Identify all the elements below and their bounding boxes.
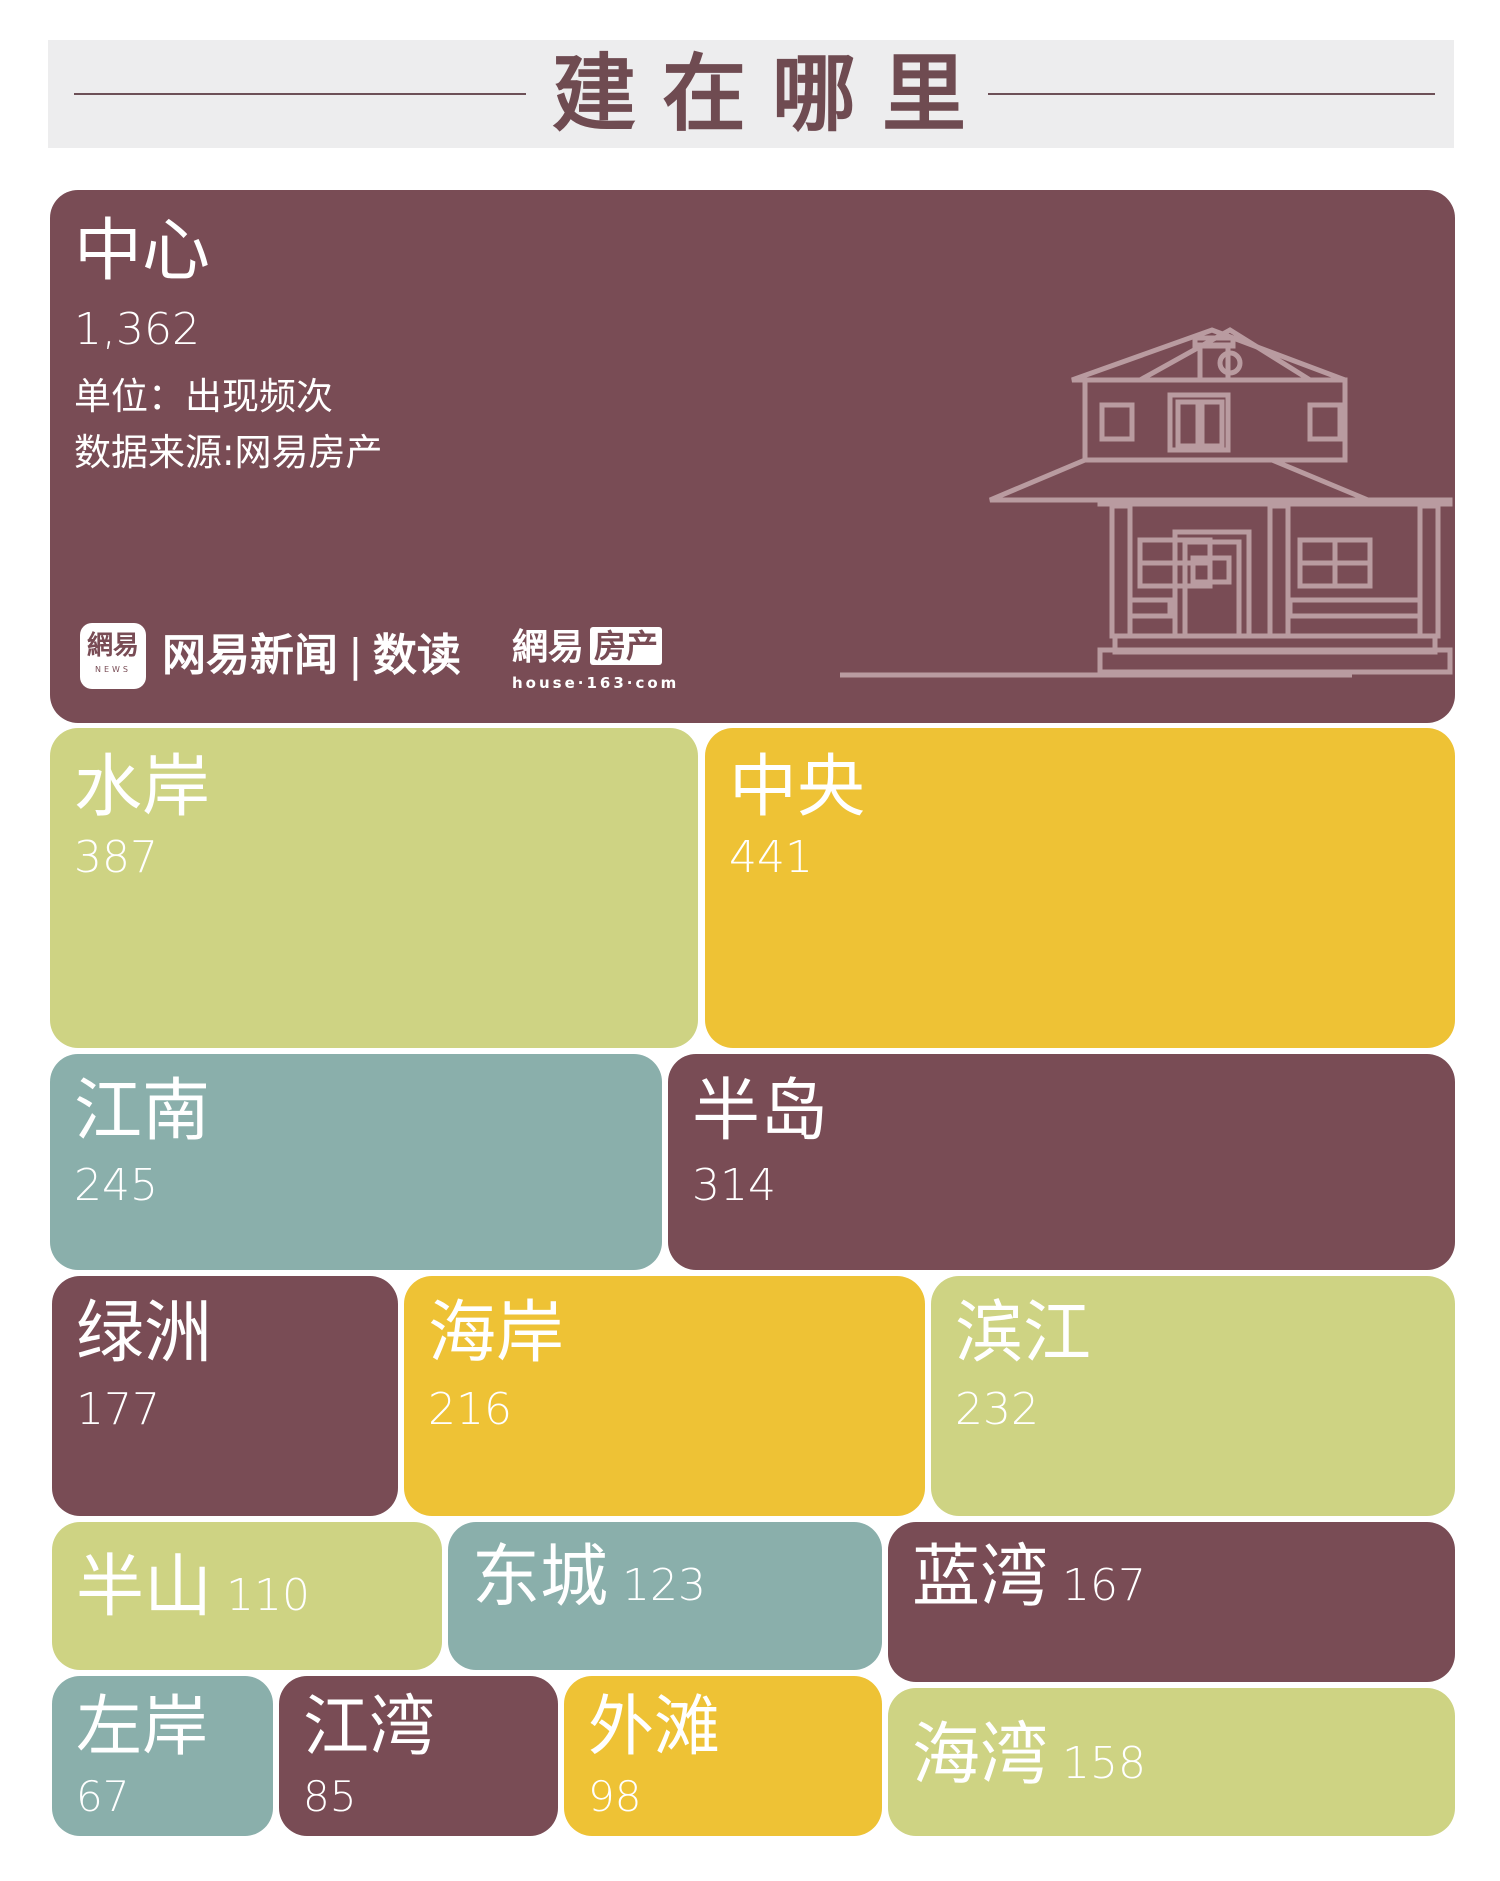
tile-name: 蓝湾 xyxy=(912,1538,1049,1617)
unit-note: 单位：出现频次 xyxy=(74,375,333,418)
netease-news-logo-icon: 網易 NEWS xyxy=(80,623,146,689)
tile-name: 中央 xyxy=(729,748,866,827)
treemap-tile: 海湾 158 xyxy=(888,1688,1455,1836)
tile-name: 中心 xyxy=(74,212,211,291)
page-title: 建在哪里 xyxy=(552,45,993,143)
netease-house-logo: 網易 房产 house·163·com xyxy=(512,618,692,692)
house-line-part xyxy=(989,457,1369,503)
treemap-tile: 蓝湾 167 xyxy=(888,1522,1455,1682)
tile-name: 水岸 xyxy=(74,748,211,827)
house-line-part xyxy=(1175,399,1201,449)
tile-name: 半山 xyxy=(76,1548,213,1627)
tile-label: 中心 xyxy=(74,218,210,286)
tile-name: 江南 xyxy=(74,1072,211,1151)
brand-section-name: 数读 xyxy=(372,630,461,681)
title-rule-right xyxy=(988,93,1435,95)
tile-name: 绿洲 xyxy=(76,1294,213,1373)
tile-value: 216 xyxy=(428,1384,512,1435)
treemap-tile: 外滩 98 xyxy=(564,1676,882,1836)
house-line-part xyxy=(1267,503,1291,639)
tile-label: 滨江 xyxy=(955,1300,1091,1368)
tile-label: 绿洲 xyxy=(76,1300,212,1368)
house-logo-text: 網易 xyxy=(512,627,585,668)
tile-name: 半岛 xyxy=(692,1072,829,1151)
tile-name: 滨江 xyxy=(955,1294,1092,1373)
tile-value: 85 xyxy=(303,1772,357,1821)
house-line-part xyxy=(1417,503,1441,639)
house-logo-tag: 房产 xyxy=(590,627,663,665)
house-line-part xyxy=(1109,503,1133,639)
house-line-part xyxy=(1307,402,1343,442)
tile-value: 67 xyxy=(76,1772,130,1821)
tile-label: 半岛 xyxy=(692,1078,828,1146)
house-line-part xyxy=(1097,497,1453,507)
treemap-tile: 水岸 387 xyxy=(50,728,698,1048)
house-line-part xyxy=(1197,342,1231,383)
tile-value: 123 xyxy=(622,1560,706,1611)
treemap-tile: 左岸 67 xyxy=(52,1676,273,1836)
tile-label: 蓝湾 167 xyxy=(912,1544,1146,1612)
house-url: house·163·com xyxy=(512,674,680,692)
tile-value: 110 xyxy=(226,1570,310,1621)
treemap-tile: 中心 1,362 单位：出现频次 数据来源:网易房产 網易 NEWS 网易新闻 | 数读 網易 房产… xyxy=(50,190,1455,723)
treemap-tile: 中央 441 xyxy=(705,728,1455,1048)
house-line-part xyxy=(1167,392,1231,453)
tile-value: 98 xyxy=(588,1772,642,1821)
house-line-part xyxy=(1099,402,1135,442)
house-line-part xyxy=(1287,597,1423,619)
tile-name: 海湾 xyxy=(912,1716,1049,1795)
tile-name: 左岸 xyxy=(76,1688,208,1765)
tile-value: 314 xyxy=(692,1160,776,1211)
tile-name: 东城 xyxy=(472,1538,609,1617)
tile-value: 167 xyxy=(1062,1560,1146,1611)
brand-separator: | xyxy=(348,630,363,681)
tile-name: 外滩 xyxy=(588,1688,720,1765)
tile-label: 半山 110 xyxy=(76,1554,310,1622)
tile-label: 水岸 xyxy=(74,754,210,822)
treemap-tile: 绿洲 177 xyxy=(52,1276,398,1516)
tile-name: 海岸 xyxy=(428,1294,565,1373)
treemap-tile: 半岛 314 xyxy=(668,1054,1455,1270)
treemap-tile: 海岸 216 xyxy=(404,1276,925,1516)
title-banner: 建在哪里 xyxy=(48,40,1454,148)
house-line-part xyxy=(1217,350,1243,376)
tile-value: 232 xyxy=(955,1384,1039,1435)
brand-news-name: 网易新闻 xyxy=(162,630,338,681)
brand-news-line: 网易新闻 | 数读 xyxy=(162,630,461,682)
tile-label: 中央 xyxy=(729,754,865,822)
house-illustration-icon xyxy=(840,327,1453,678)
tile-value: 387 xyxy=(74,832,158,883)
tile-value: 177 xyxy=(76,1384,160,1435)
news-logo-sub: NEWS xyxy=(94,665,132,674)
treemap-tile: 江湾 85 xyxy=(279,1676,558,1836)
news-logo-text: 網易 xyxy=(86,631,139,661)
treemap-tile: 东城 123 xyxy=(448,1522,882,1670)
title-rule-left xyxy=(74,93,526,95)
tile-label: 海岸 xyxy=(428,1300,564,1368)
tile-label: 江南 xyxy=(74,1078,210,1146)
tile-name: 江湾 xyxy=(303,1688,435,1765)
tile-label: 海湾 158 xyxy=(912,1722,1146,1790)
tile-value: 245 xyxy=(74,1160,158,1211)
treemap-tile: 半山 110 xyxy=(52,1522,442,1670)
tile-label: 外滩 xyxy=(588,1694,720,1760)
tile-label: 江湾 xyxy=(303,1694,435,1760)
treemap-tile: 江南 245 xyxy=(50,1054,662,1270)
tile-value: 1,362 xyxy=(74,304,200,355)
house-line-part xyxy=(1130,327,1319,383)
house-line-part xyxy=(1199,399,1225,449)
tile-label: 东城 123 xyxy=(472,1544,706,1612)
source-note: 数据来源:网易房产 xyxy=(74,431,383,474)
tile-value: 158 xyxy=(1062,1738,1146,1789)
house-line-part xyxy=(1127,597,1173,619)
tile-label: 左岸 xyxy=(76,1694,208,1760)
treemap-tile: 滨江 232 xyxy=(931,1276,1455,1516)
tile-value: 441 xyxy=(729,832,813,883)
